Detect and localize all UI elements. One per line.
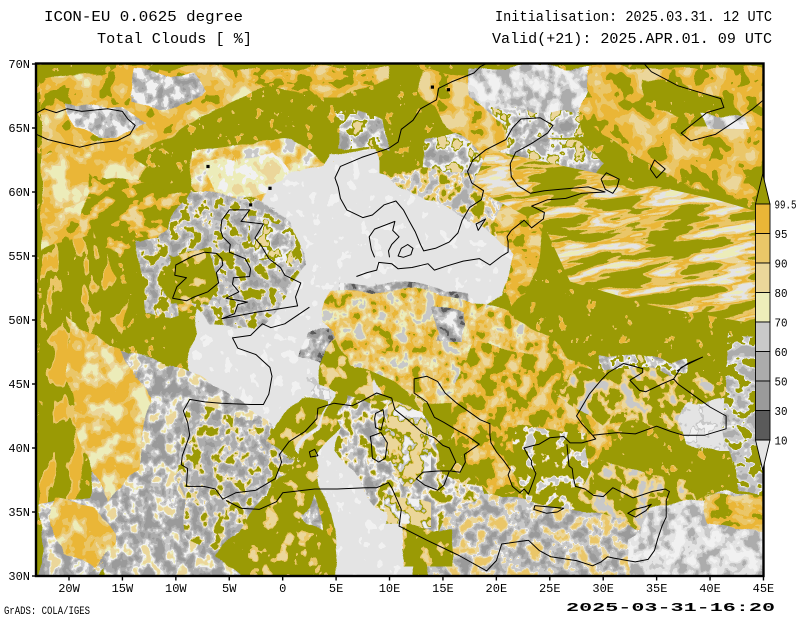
svg-text:Valid(+21): 2025.APR.01. 09 UT: Valid(+21): 2025.APR.01. 09 UTC [492,31,772,48]
svg-text:35E: 35E [646,582,668,596]
svg-text:30: 30 [775,405,788,419]
svg-text:GrADS: COLA/IGES: GrADS: COLA/IGES [4,606,90,618]
svg-text:25E: 25E [539,582,561,596]
svg-text:90: 90 [775,258,788,272]
svg-text:15E: 15E [432,582,454,596]
svg-text:60N: 60N [8,186,30,200]
svg-text:ICON-EU 0.0625 degree: ICON-EU 0.0625 degree [44,9,243,26]
svg-text:Initialisation: 2025.03.31. 12: Initialisation: 2025.03.31. 12 UTC [495,9,772,26]
svg-text:80: 80 [775,287,788,301]
svg-text:0: 0 [279,582,286,596]
svg-text:70: 70 [775,317,788,331]
svg-text:15W: 15W [112,582,134,596]
svg-text:60: 60 [775,346,788,360]
svg-text:45E: 45E [753,582,775,596]
svg-text:35N: 35N [8,506,30,520]
svg-text:70N: 70N [8,58,30,72]
svg-text:5W: 5W [222,582,237,596]
svg-text:99.5: 99.5 [775,199,797,213]
svg-text:20W: 20W [58,582,80,596]
svg-text:45N: 45N [8,378,30,392]
svg-text:55N: 55N [8,250,30,264]
svg-text:10W: 10W [165,582,187,596]
svg-text:20E: 20E [486,582,508,596]
svg-text:Total Clouds [ %]: Total Clouds [ %] [97,31,252,48]
svg-text:40E: 40E [699,582,721,596]
svg-text:50N: 50N [8,314,30,328]
svg-text:50: 50 [775,376,788,390]
svg-text:10: 10 [775,435,788,449]
svg-text:30E: 30E [592,582,614,596]
svg-text:5E: 5E [329,582,343,596]
svg-text:65N: 65N [8,122,30,136]
svg-text:10E: 10E [379,582,401,596]
svg-text:95: 95 [775,228,788,242]
svg-text:2025-03-31-16:20: 2025-03-31-16:20 [566,601,775,615]
svg-text:40N: 40N [8,442,30,456]
svg-text:30N: 30N [8,570,30,584]
